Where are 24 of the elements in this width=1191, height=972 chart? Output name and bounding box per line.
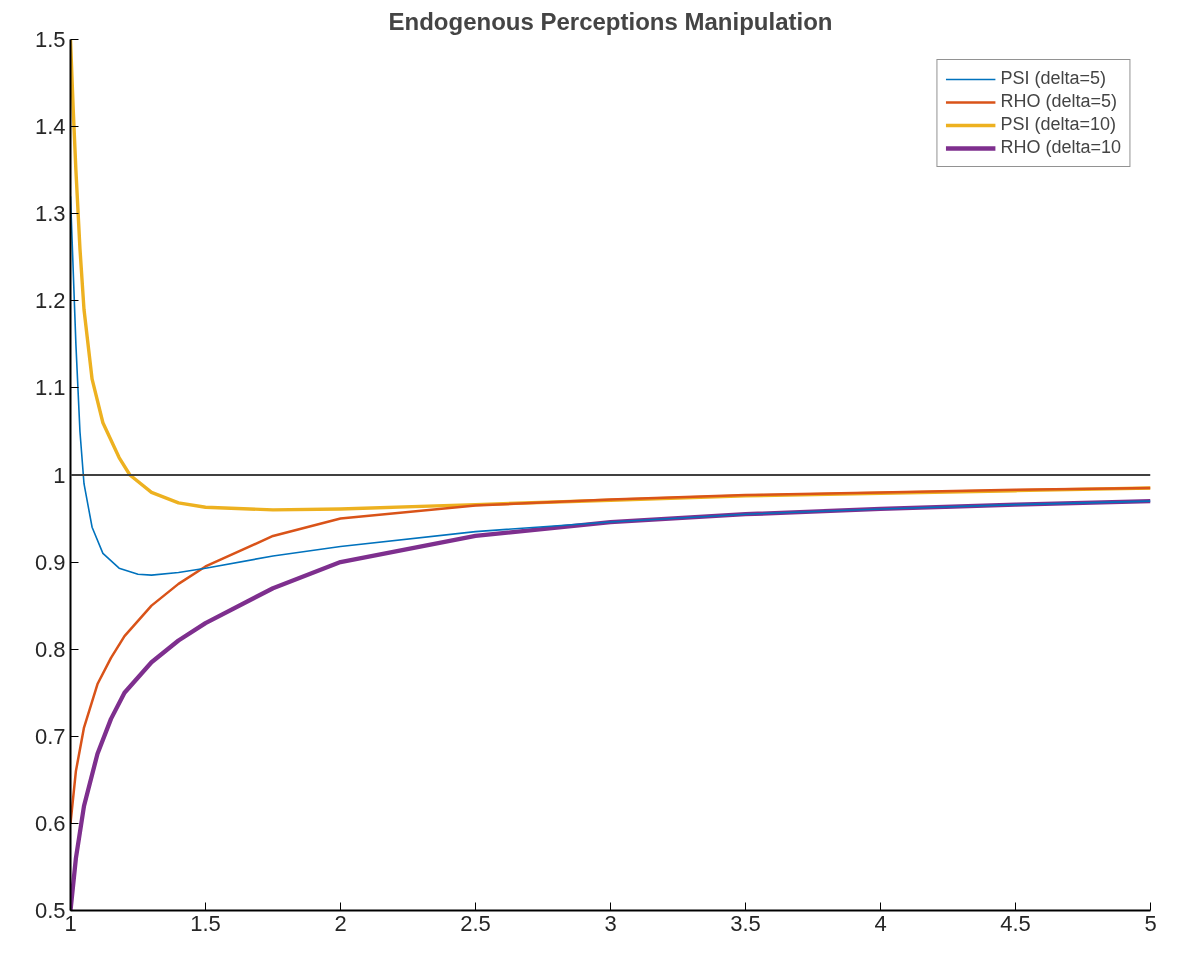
legend-label: PSI (delta=5) (1000, 68, 1106, 89)
y-tick-label: 1.5 (34, 27, 66, 52)
legend-label: RHO (delta=10 (1000, 137, 1121, 158)
y-tick-label: 0.5 (34, 898, 66, 923)
x-tick-label: 1.5 (190, 910, 221, 936)
x-tick-label: 3.5 (730, 910, 761, 936)
chart-title: Endogenous Perceptions Manipulation (388, 7, 833, 35)
y-tick-label: 1.2 (34, 288, 66, 314)
x-tick-label: 5 (1144, 910, 1157, 936)
x-tick-label: 2.5 (460, 910, 491, 936)
y-tick-label: 1 (53, 462, 66, 488)
y-tick-label: 1.4 (34, 114, 66, 140)
y-tick-label: 1.3 (34, 201, 66, 227)
x-tick-label: 4 (874, 910, 887, 936)
legend-label: RHO (delta=5) (1000, 91, 1117, 112)
y-tick-label: 0.9 (34, 549, 66, 575)
y-tick-label: 0.7 (34, 723, 66, 749)
y-tick-label: 1.1 (34, 375, 66, 401)
y-tick-label: 0.8 (34, 636, 66, 662)
x-tick-label: 3 (604, 910, 617, 936)
x-tick-label: 4.5 (1000, 910, 1031, 936)
legend-label: PSI (delta=10) (1000, 114, 1117, 135)
y-tick-label: 0.6 (34, 810, 66, 836)
x-tick-label: 2 (334, 910, 347, 936)
